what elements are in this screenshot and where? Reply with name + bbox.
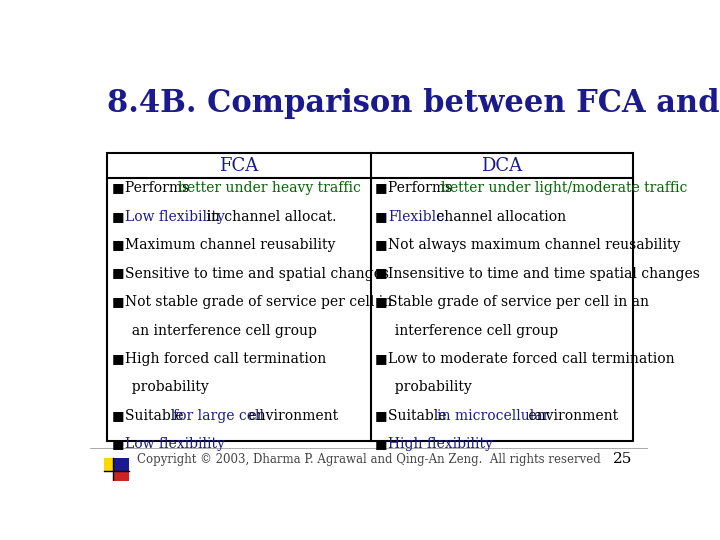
Text: High flexibility: High flexibility <box>388 437 493 451</box>
Text: Low flexibility: Low flexibility <box>125 210 225 224</box>
Text: ■: ■ <box>112 352 128 365</box>
Text: for large cell: for large cell <box>174 409 264 423</box>
Text: Not always maximum channel reusability: Not always maximum channel reusability <box>388 238 680 252</box>
Text: Performs: Performs <box>125 181 193 195</box>
Text: probability: probability <box>122 381 208 395</box>
Text: Low flexibility: Low flexibility <box>125 437 225 451</box>
Text: probability: probability <box>386 381 472 395</box>
Text: ■: ■ <box>375 437 392 450</box>
Text: in microcellular: in microcellular <box>437 409 549 423</box>
Text: environment: environment <box>244 409 338 423</box>
Text: ■: ■ <box>112 409 128 422</box>
Text: FCA: FCA <box>219 157 258 174</box>
Bar <box>113 467 129 481</box>
Text: ■: ■ <box>375 210 392 222</box>
Text: 8.4B. Comparison between FCA and DCA: 8.4B. Comparison between FCA and DCA <box>107 88 720 119</box>
Text: Performs: Performs <box>388 181 456 195</box>
Text: High forced call termination: High forced call termination <box>125 352 326 366</box>
Text: ■: ■ <box>112 437 128 450</box>
Text: Insensitive to time and time spatial changes: Insensitive to time and time spatial cha… <box>388 267 700 281</box>
Text: ■: ■ <box>112 238 128 251</box>
Text: ■: ■ <box>375 267 392 280</box>
Text: ■: ■ <box>112 267 128 280</box>
Text: Not stable grade of service per cell in: Not stable grade of service per cell in <box>125 295 392 309</box>
Text: Suitable: Suitable <box>388 409 451 423</box>
Text: ■: ■ <box>375 238 392 251</box>
Text: Copyright © 2003, Dharma P. Agrawal and Qing-An Zeng.  All rights reserved: Copyright © 2003, Dharma P. Agrawal and … <box>137 453 601 465</box>
Text: an interference cell group: an interference cell group <box>122 323 316 338</box>
Text: channel allocation: channel allocation <box>432 210 566 224</box>
Text: ■: ■ <box>112 210 128 222</box>
Text: better under light/moderate traffic: better under light/moderate traffic <box>441 181 688 195</box>
Text: ■: ■ <box>112 181 128 194</box>
Text: DCA: DCA <box>481 157 522 174</box>
Bar <box>113 457 129 471</box>
Text: in channel allocat.: in channel allocat. <box>202 210 336 224</box>
Text: 25: 25 <box>613 452 632 466</box>
Text: ■: ■ <box>375 409 392 422</box>
Text: Maximum channel reusability: Maximum channel reusability <box>125 238 335 252</box>
Text: better under heavy traffic: better under heavy traffic <box>178 181 361 195</box>
Text: ■: ■ <box>375 295 392 308</box>
Text: ■: ■ <box>375 352 392 365</box>
Text: Sensitive to time and spatial changes: Sensitive to time and spatial changes <box>125 267 389 281</box>
Text: Low to moderate forced call termination: Low to moderate forced call termination <box>388 352 675 366</box>
Text: Flexible: Flexible <box>388 210 444 224</box>
Text: environment: environment <box>524 409 618 423</box>
Text: Suitable: Suitable <box>125 409 187 423</box>
Text: Stable grade of service per cell in an: Stable grade of service per cell in an <box>388 295 649 309</box>
Text: ■: ■ <box>375 181 392 194</box>
Bar <box>107 153 632 441</box>
Text: interference cell group: interference cell group <box>386 323 558 338</box>
Bar <box>104 457 120 471</box>
Text: ■: ■ <box>112 295 128 308</box>
